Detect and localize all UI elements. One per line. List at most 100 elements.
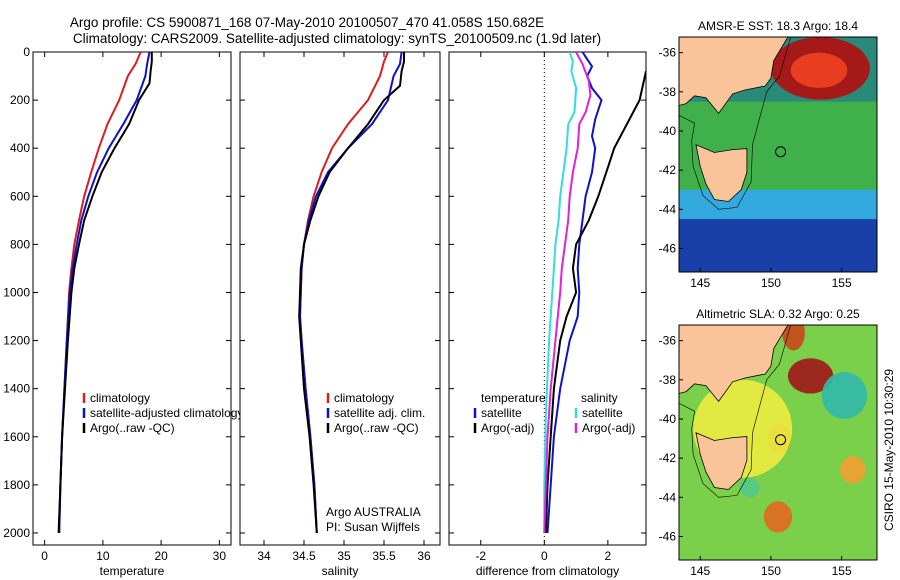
sst-map: AMSR-E SST: 18.3 Argo: 18.4 145 150 155 -36 -… (659, 19, 878, 290)
sla-map-field (679, 325, 877, 560)
difference-series-2-line (544, 70, 646, 534)
sla-map-title: Altimetric SLA: 0.32 Argo: 0.25 (696, 307, 860, 321)
title-line-1: Argo profile: CS 5900871_168 07-May-2010… (70, 15, 544, 30)
salinity-series-group (298, 52, 405, 534)
difference-legend-left-1-label: satellite (481, 406, 522, 420)
difference-legend-right-title: salinity (581, 391, 618, 405)
sst-map-ytick-label: -36 (659, 46, 677, 60)
sla-map-ytick-label: -42 (659, 451, 677, 465)
salinity-annotation-1: Argo AUSTRALIA (326, 505, 421, 519)
temperature-ytick-label: 1800 (3, 478, 30, 492)
temperature-ytick-label: 800 (10, 237, 30, 251)
temperature-ytick-label: 600 (10, 189, 30, 203)
temperature-plot-frame (32, 51, 232, 546)
sla-map: Altimetric SLA: 0.32 Argo: 0.25 145 150 155… (659, 307, 878, 578)
temperature-ytick-label: 400 (10, 141, 30, 155)
sla-map-ytick-label: -44 (659, 490, 677, 504)
sst-map-frame (678, 36, 878, 273)
sla-map-low-feature-6 (821, 372, 868, 419)
salinity-plot-frame (239, 51, 441, 546)
sst-map-band-3 (679, 189, 877, 220)
salinity-xtick-label: 35.5 (372, 549, 396, 563)
difference-legend-right-1-label: satellite (582, 406, 623, 420)
sla-map-high-feature-4 (763, 501, 793, 533)
sst-map-ytick-label: -42 (659, 163, 677, 177)
temperature-legend-3-label: Argo(..raw -QC) (90, 421, 175, 435)
temperature-xtick-label: 0 (41, 549, 48, 563)
sst-map-xtick-label: 145 (690, 276, 710, 290)
sst-map-shelf-contour (679, 37, 791, 210)
title-line-2: Climatology: CARS2009. Satellite-adjuste… (73, 31, 601, 46)
sst-map-warm-ring-feature-2 (790, 52, 848, 88)
sla-map-high-feature-5 (840, 456, 866, 484)
sla-map-mainland-land (679, 325, 789, 403)
sst-map-xtick-label: 155 (832, 276, 852, 290)
difference-series-4-line (543, 52, 592, 534)
salinity-xtick-label: 35 (337, 549, 351, 563)
temperature-series-3-line (57, 52, 153, 534)
temperature-ytick-label: 1200 (3, 334, 30, 348)
sst-map-xtick-label: 150 (761, 276, 781, 290)
salinity-annotation-2: PI: Susan Wijffels (326, 520, 420, 534)
sst-map-ytick-label: -44 (659, 202, 677, 216)
difference-xtick-label: 0 (541, 549, 548, 563)
sla-map-ytick-label: -36 (659, 334, 677, 348)
salinity-legend-2-label: satellite adj. clim. (334, 406, 425, 420)
difference-legend-right-2-label: Argo(-adj) (582, 421, 635, 435)
sst-map-mainland-land (679, 37, 789, 115)
sla-map-low-feature-7 (739, 477, 760, 498)
temperature-xtick-label: 10 (96, 549, 110, 563)
sst-map-argo-position-marker (775, 146, 787, 158)
temperature-xtick-label: 20 (154, 549, 168, 563)
temperature-profile-chart: 0 10 20 30 0 200 400 600 800 1000 1200 1400 1600 1800… (3, 45, 243, 578)
sla-map-high-feature-2 (782, 325, 805, 351)
difference-xlabel: difference from climatology (476, 564, 619, 578)
temperature-xtick-label: 30 (213, 549, 227, 563)
sla-map-xtick-label: 155 (832, 564, 852, 578)
sla-map-ytick-label: -38 (659, 373, 677, 387)
salinity-xlabel: salinity (322, 564, 359, 578)
sla-map-high-feature-1 (787, 358, 834, 394)
difference-series-3-line (543, 52, 578, 533)
temperature-ytick-label: 0 (23, 45, 30, 59)
temperature-legend-2-label: satellite-adjusted climatology (90, 406, 243, 420)
sst-map-ytick-label: -38 (659, 85, 677, 99)
sla-map-xtick-label: 150 (761, 564, 781, 578)
difference-legend-left-title: temperature (481, 391, 546, 405)
sla-map-tasmania-land (695, 432, 748, 490)
temperature-ytick-label: 2000 (3, 526, 30, 540)
sst-map-band-4 (679, 219, 877, 272)
salinity-xtick-label: 36 (417, 549, 431, 563)
salinity-legend-3-label: Argo(..raw -QC) (334, 421, 419, 435)
sst-map-tasmania-land (695, 144, 748, 202)
salinity-profile-chart: 34 34.5 35 35.5 36 salinity climatologysatelli… (239, 51, 441, 578)
sst-map-ytick-label: -40 (659, 124, 677, 138)
difference-xtick-label: 2 (605, 549, 612, 563)
temperature-ytick-label: 1000 (3, 285, 30, 299)
difference-legend-left-2-label: Argo(-adj) (481, 421, 534, 435)
temperature-legend-1-label: climatology (90, 391, 150, 405)
salinity-xtick-label: 34 (257, 549, 271, 563)
difference-xtick-label: -2 (475, 549, 486, 563)
side-timestamp-label: CSIRO 15-May-2010 10:30:29 (882, 369, 896, 531)
sla-map-xtick-label: 145 (690, 564, 710, 578)
difference-series-group (543, 52, 646, 534)
salinity-series-3-line (298, 52, 405, 534)
temperature-xlabel: temperature (100, 564, 165, 578)
sla-map-ytick-label: -46 (659, 530, 677, 544)
temperature-ytick-label: 200 (10, 93, 30, 107)
sst-map-title: AMSR-E SST: 18.3 Argo: 18.4 (698, 19, 858, 33)
sla-map-frame (678, 324, 878, 561)
sla-map-argo-position-marker (775, 434, 787, 446)
salinity-legend-1-label: climatology (334, 391, 394, 405)
temperature-ytick-label: 1400 (3, 382, 30, 396)
temperature-ytick-label: 1600 (3, 430, 30, 444)
sla-map-shelf-contour (679, 325, 791, 498)
sst-map-field (679, 37, 877, 272)
salinity-xtick-label: 34.5 (292, 549, 316, 563)
sla-map-ytick-label: -40 (659, 412, 677, 426)
sst-map-ytick-label: -46 (659, 242, 677, 256)
temperature-series-group (57, 52, 153, 534)
